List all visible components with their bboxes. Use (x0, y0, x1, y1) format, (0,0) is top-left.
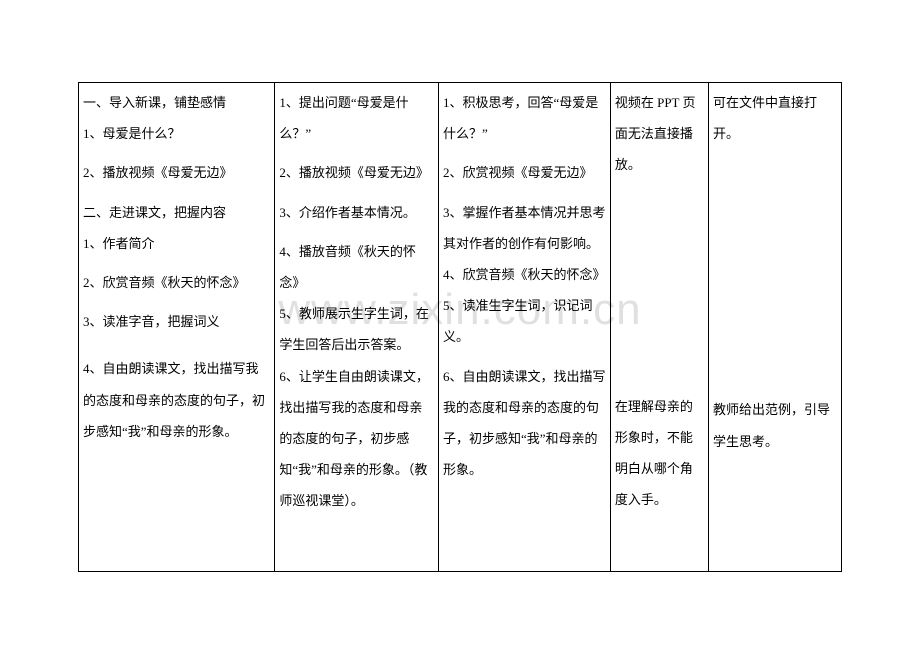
spacer (83, 189, 270, 197)
text-line: 3、介绍作者基本情况。 (279, 197, 434, 228)
spacer (443, 189, 606, 197)
text-line: 一、导入新课，铺垫感情 (83, 87, 270, 118)
cell-col5: 可在文件中直接打开。 教师给出范例，引导学生思考。 (709, 83, 842, 572)
text-line: 2、播放视频《母爱无边》 (83, 157, 270, 188)
cell-col4: 视频在 PPT 页面无法直接播放。 在理解母亲的形象时，不能明白从哪个角度入手。 (610, 83, 708, 572)
table-row: 一、导入新课，铺垫感情 1、母爱是什么？ 2、播放视频《母爱无边》 二、走进课文… (79, 83, 842, 572)
text-line: 3、掌握作者基本情况并思考其对作者的创作有何影响。 (443, 197, 606, 259)
spacer (443, 353, 606, 361)
text-line: 1、作者简介 (83, 228, 270, 259)
spacer (83, 345, 270, 353)
spacer (443, 149, 606, 157)
text-line: 视频在 PPT 页面无法直接播放。 (615, 87, 704, 181)
text-line: 教师给出范例，引导学生思考。 (713, 394, 837, 456)
text-line: 4、欣赏音频《秋天的怀念》 (443, 259, 606, 290)
text-line: 5、读准生字生词，识记词义。 (443, 290, 606, 352)
text-line: 在理解母亲的形象时，不能明白从哪个角度入手。 (615, 391, 704, 516)
text-line: 2、播放视频《母爱无边》 (279, 157, 434, 188)
text-line: 2、欣赏音频《秋天的怀念》 (83, 267, 270, 298)
cell-col3: 1、积极思考，回答“母爱是什么？” 2、欣赏视频《母爱无边》 3、掌握作者基本情… (439, 83, 611, 572)
text-line: 4、自由朗读课文，找出描写我的态度和母亲的态度的句子，初步感知“我”和母亲的形象… (83, 353, 270, 447)
text-line: 1、提出问题“母爱是什么？” (279, 87, 434, 149)
spacer (83, 149, 270, 157)
text-line: 二、走进课文，把握内容 (83, 197, 270, 228)
text-line: 可在文件中直接打开。 (713, 87, 837, 149)
text-line: 6、让学生自由朗读课文，找出描写我的态度和母亲的态度的句子，初步感知“我”和母亲… (279, 361, 434, 517)
text-line: 4、播放音频《秋天的怀念》 (279, 236, 434, 298)
text-line: 2、欣赏视频《母爱无边》 (443, 157, 606, 188)
cell-col2: 1、提出问题“母爱是什么？” 2、播放视频《母爱无边》 3、介绍作者基本情况。 … (275, 83, 439, 572)
spacer (83, 337, 270, 345)
text-line: 6、自由朗读课文，找出描写我的态度和母亲的态度的句子，初步感知“我”和母亲的形象… (443, 361, 606, 486)
spacer (279, 228, 434, 236)
text-line: 1、积极思考，回答“母爱是什么？” (443, 87, 606, 149)
spacer (279, 189, 434, 197)
text-line: 3、读准字音，把握词义 (83, 306, 270, 337)
lesson-table: 一、导入新课，铺垫感情 1、母爱是什么？ 2、播放视频《母爱无边》 二、走进课文… (78, 82, 842, 572)
cell-col1: 一、导入新课，铺垫感情 1、母爱是什么？ 2、播放视频《母爱无边》 二、走进课文… (79, 83, 275, 572)
text-line: 5、教师展示生字生词，在学生回答后出示答案。 (279, 298, 434, 360)
page-container: 一、导入新课，铺垫感情 1、母爱是什么？ 2、播放视频《母爱无边》 二、走进课文… (78, 82, 842, 572)
text-line: 1、母爱是什么？ (83, 118, 270, 149)
spacer (83, 259, 270, 267)
spacer (83, 298, 270, 306)
spacer (279, 149, 434, 157)
